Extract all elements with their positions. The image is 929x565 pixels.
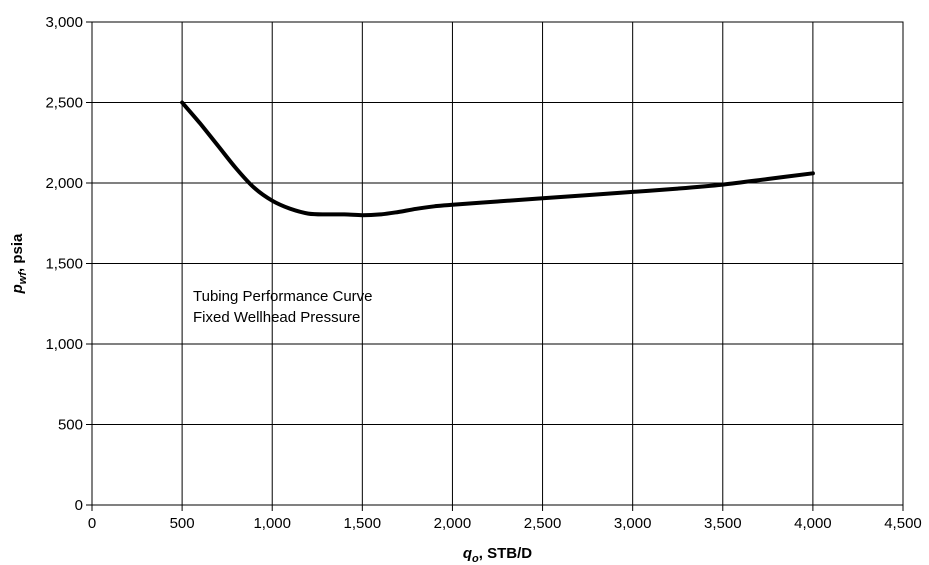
- y-tick-label: 1,000: [45, 336, 83, 353]
- x-tick-label: 500: [170, 515, 195, 532]
- y-tick-label: 2,500: [45, 95, 83, 112]
- x-tick-label: 2,000: [434, 515, 472, 532]
- x-tick-label: 0: [88, 515, 96, 532]
- y-tick-label: 500: [58, 417, 83, 434]
- x-tick-label: 4,000: [794, 515, 832, 532]
- y-axis-label: pwf, psia: [9, 233, 29, 294]
- tick-labels: 0 500 1,000 1,500 2,000 2,500 3,000 3,500 4,000 4…: [45, 14, 921, 532]
- y-axis-label-rest: , psia: [9, 233, 26, 272]
- x-tick-label: 1,000: [253, 515, 291, 532]
- y-tick-label: 3,000: [45, 14, 83, 31]
- annotation-line-1: Tubing Performance Curve: [193, 288, 373, 305]
- x-axis-label-main: q: [463, 545, 472, 562]
- x-axis-label-rest: , STB/D: [479, 545, 533, 562]
- y-axis-label-main: p: [9, 284, 26, 294]
- annotation-line-2: Fixed Wellhead Pressure: [193, 309, 360, 326]
- y-tick-label: 1,500: [45, 256, 83, 273]
- y-tick-label: 2,000: [45, 175, 83, 192]
- grid: [86, 21, 904, 511]
- x-tick-label: 4,500: [884, 515, 922, 532]
- y-tick-label: 0: [75, 497, 83, 514]
- x-axis-label-sub: o: [472, 553, 479, 565]
- y-axis-label-sub: wf: [17, 271, 29, 285]
- x-tick-label: 1,500: [344, 515, 382, 532]
- x-tick-label: 2,500: [524, 515, 562, 532]
- x-tick-label: 3,000: [614, 515, 652, 532]
- plot-frame: [91, 21, 904, 506]
- series-line: [180, 100, 815, 218]
- x-tick-label: 3,500: [704, 515, 742, 532]
- x-axis-label: qo, STB/D: [463, 545, 532, 565]
